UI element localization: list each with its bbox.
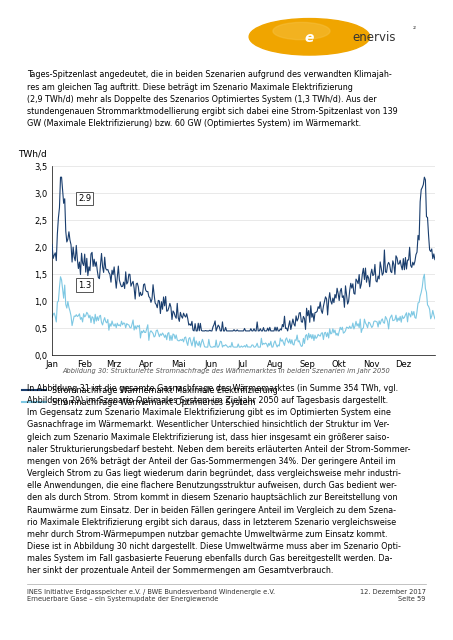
Text: 1.3: 1.3 [78, 280, 92, 289]
Text: 2.9: 2.9 [78, 195, 91, 204]
Legend: Stromnachfrage Wärmemarkt Maximale Elektrifizierung, Stromnachfrage Wärmemarkt O: Stromnachfrage Wärmemarkt Maximale Elekt… [22, 386, 278, 407]
Text: TWh/d: TWh/d [18, 150, 46, 159]
Text: In Abbildung 31 ist die gesamte Gasnachfrage des Wärmemarktes (in Summe 354 TWh,: In Abbildung 31 ist die gesamte Gasnachf… [27, 384, 411, 575]
Text: e: e [305, 31, 314, 45]
Text: enervis: enervis [352, 31, 396, 44]
Text: INES Initiative Erdgasspeicher e.V. / BWE Bundesverband Windenergie e.V.
Erneuer: INES Initiative Erdgasspeicher e.V. / BW… [27, 589, 275, 602]
Text: ²: ² [412, 25, 415, 34]
Text: Abbildung 30: Strukturierte Stromnachfrage des Wärmemarktes in beiden Szenarien : Abbildung 30: Strukturierte Stromnachfra… [63, 368, 390, 374]
Text: 12. Dezember 2017
Seite 59: 12. Dezember 2017 Seite 59 [360, 589, 426, 602]
Circle shape [273, 22, 330, 40]
Text: Tages-Spitzenlast angedeutet, die in beiden Szenarien aufgrund des verwandten Kl: Tages-Spitzenlast angedeutet, die in bei… [27, 70, 398, 128]
Circle shape [249, 19, 370, 55]
